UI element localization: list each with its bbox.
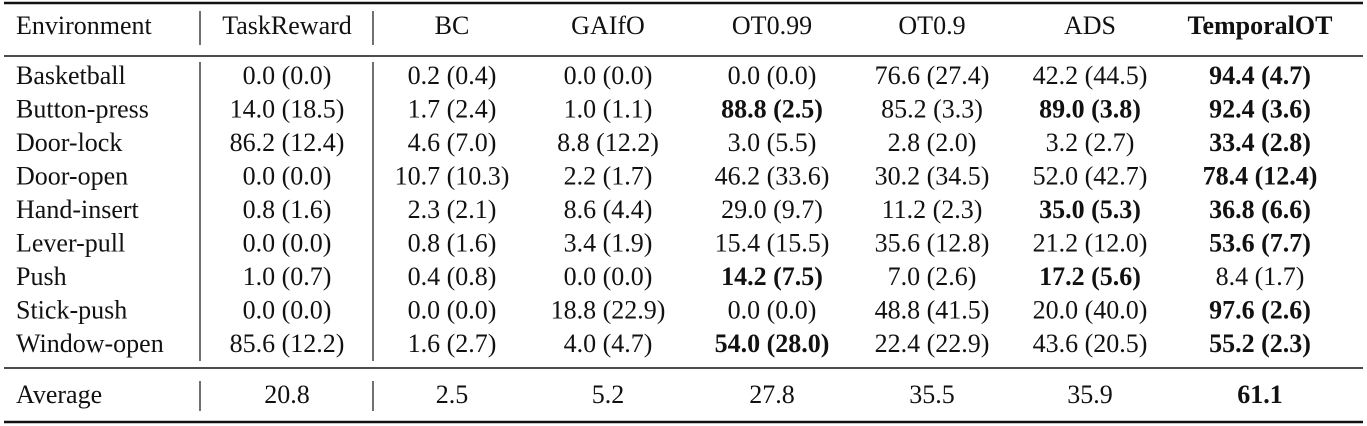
header-cell: Environment	[16, 11, 153, 40]
cell: 36.8 (6.6)	[1209, 195, 1311, 224]
cell: 0.0 (0.0)	[564, 262, 653, 291]
row-label: Lever-pull	[16, 228, 125, 257]
cell: 92.4 (3.6)	[1209, 94, 1311, 123]
cell: 54.0 (28.0)	[715, 329, 830, 358]
row-label: Stick-push	[16, 295, 127, 324]
cell: 0.0 (0.0)	[243, 161, 332, 190]
cell: 0.8 (1.6)	[408, 228, 497, 257]
cell: 3.0 (5.5)	[728, 128, 817, 157]
cell: 1.6 (2.7)	[408, 329, 497, 358]
cell: 20.0 (40.0)	[1033, 295, 1148, 324]
cell: 1.7 (2.4)	[408, 94, 497, 123]
cell: 53.6 (7.7)	[1209, 228, 1311, 257]
cell: 2.8 (2.0)	[888, 128, 977, 157]
cell: 15.4 (15.5)	[715, 228, 830, 257]
cell: 43.6 (20.5)	[1033, 329, 1148, 358]
header-cell: OT0.9	[898, 11, 965, 40]
cell: 4.6 (7.0)	[408, 128, 497, 157]
cell: 22.4 (22.9)	[875, 329, 990, 358]
cell: 30.2 (34.5)	[875, 161, 990, 190]
header-cell: GAIfO	[571, 11, 645, 40]
cell: 35.0 (5.3)	[1039, 195, 1141, 224]
average-cell: 27.8	[749, 380, 795, 409]
cell: 76.6 (27.4)	[875, 61, 990, 90]
row-label: Push	[16, 262, 67, 291]
cell: 1.0 (0.7)	[243, 262, 332, 291]
header-cell: ADS	[1064, 11, 1116, 40]
cell: 42.2 (44.5)	[1033, 61, 1148, 90]
cell: 11.2 (2.3)	[882, 195, 983, 224]
cell: 88.8 (2.5)	[721, 94, 823, 123]
cell: 14.2 (7.5)	[721, 262, 823, 291]
average-cell: 5.2	[592, 380, 625, 409]
row-label: Door-lock	[16, 128, 122, 157]
cell: 8.4 (1.7)	[1216, 262, 1305, 291]
cell: 97.6 (2.6)	[1209, 295, 1311, 324]
row-label: Window-open	[16, 329, 164, 358]
row-label: Hand-insert	[16, 195, 140, 224]
cell: 52.0 (42.7)	[1033, 161, 1148, 190]
row-label: Button-press	[16, 94, 149, 123]
cell: 7.0 (2.6)	[888, 262, 977, 291]
cell: 4.0 (4.7)	[564, 329, 653, 358]
row-label: Average	[16, 380, 102, 409]
row-label: Basketball	[16, 61, 126, 90]
cell: 0.0 (0.0)	[564, 61, 653, 90]
cell: 0.0 (0.0)	[728, 61, 817, 90]
cell: 2.3 (2.1)	[408, 195, 497, 224]
cell: 21.2 (12.0)	[1033, 228, 1148, 257]
header-cell: TemporalOT	[1188, 11, 1333, 40]
cell: 86.2 (12.4)	[230, 128, 345, 157]
row-label: Door-open	[16, 161, 128, 190]
header-cell: BC	[435, 11, 470, 40]
cell: 8.8 (12.2)	[557, 128, 659, 157]
average-cell: 20.8	[264, 380, 310, 409]
cell: 0.0 (0.0)	[408, 295, 497, 324]
cell: 78.4 (12.4)	[1203, 161, 1318, 190]
header-cell: TaskReward	[222, 11, 352, 40]
cell: 33.4 (2.8)	[1209, 128, 1311, 157]
cell: 10.7 (10.3)	[395, 161, 510, 190]
cell: 0.0 (0.0)	[243, 228, 332, 257]
cell: 1.0 (1.1)	[564, 94, 653, 123]
average-cell: 35.5	[909, 380, 955, 409]
cell: 85.2 (3.3)	[881, 94, 983, 123]
cell: 2.2 (1.7)	[564, 161, 653, 190]
average-cell: 61.1	[1237, 380, 1283, 409]
cell: 0.0 (0.0)	[243, 295, 332, 324]
cell: 0.4 (0.8)	[408, 262, 497, 291]
cell: 8.6 (4.4)	[564, 195, 653, 224]
cell: 14.0 (18.5)	[230, 94, 345, 123]
average-cell: 35.9	[1067, 380, 1113, 409]
cell: 0.0 (0.0)	[243, 61, 332, 90]
cell: 85.6 (12.2)	[230, 329, 345, 358]
cell: 55.2 (2.3)	[1209, 329, 1311, 358]
cell: 17.2 (5.6)	[1039, 262, 1141, 291]
cell: 0.0 (0.0)	[728, 295, 817, 324]
cell: 0.8 (1.6)	[243, 195, 332, 224]
cell: 0.2 (0.4)	[408, 61, 497, 90]
cell: 18.8 (22.9)	[551, 295, 666, 324]
cell: 29.0 (9.7)	[721, 195, 823, 224]
cell: 48.8 (41.5)	[875, 295, 990, 324]
cell: 35.6 (12.8)	[875, 228, 990, 257]
average-cell: 2.5	[436, 380, 469, 409]
header-cell: OT0.99	[732, 11, 812, 40]
cell: 3.2 (2.7)	[1046, 128, 1135, 157]
cell: 3.4 (1.9)	[564, 228, 653, 257]
cell: 89.0 (3.8)	[1039, 94, 1141, 123]
cell: 94.4 (4.7)	[1209, 61, 1311, 90]
cell: 46.2 (33.6)	[715, 161, 830, 190]
